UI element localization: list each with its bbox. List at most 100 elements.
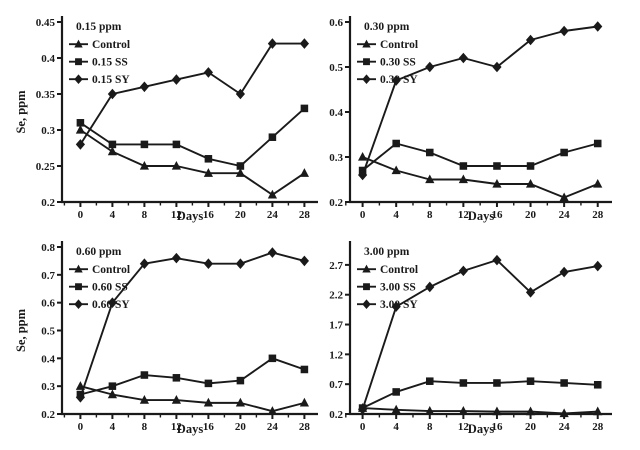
y-tick-label: 0.4 bbox=[329, 107, 343, 119]
y-tick-label: 0.2 bbox=[41, 197, 55, 209]
square-marker bbox=[426, 148, 434, 157]
triangle-marker bbox=[458, 405, 468, 415]
square-marker bbox=[560, 148, 568, 157]
triangle-marker bbox=[171, 395, 181, 404]
y-tick-label: 0.5 bbox=[41, 326, 55, 338]
diamond-marker bbox=[267, 247, 277, 258]
square-marker bbox=[593, 139, 602, 148]
square-marker bbox=[268, 133, 277, 141]
diamond-marker bbox=[299, 255, 309, 267]
diamond-marker bbox=[75, 139, 85, 150]
triangle-marker bbox=[235, 168, 245, 177]
legend-title: 3.00 ppm bbox=[364, 246, 410, 258]
triangle-marker bbox=[107, 146, 117, 156]
y-tick-label: 0.3 bbox=[41, 125, 55, 137]
triangle-marker bbox=[492, 178, 502, 188]
legend-label: 3.00 SY bbox=[380, 299, 418, 311]
x-tick-label: 4 bbox=[110, 421, 116, 433]
legend-label: 0.30 SS bbox=[380, 57, 416, 69]
panel-0.30-ppm: 0.2 0.3 0.4 0.5 0.6 0 4 8 12 16 20 24 28 Days 0.30 ppm… bbox=[320, 0, 640, 225]
legend-triangle-marker bbox=[74, 264, 83, 273]
triangle-marker bbox=[107, 389, 117, 399]
chart-0.15-ppm: 0.2 0.25 0.3 0.35 0.4 0.45 0 4 8 12 16 20 24 28 Days Se… bbox=[14, 16, 318, 223]
y-tick-label: 0.25 bbox=[36, 161, 56, 173]
diamond-marker bbox=[203, 67, 213, 78]
x-tick-label: 8 bbox=[142, 421, 148, 433]
x-axis: 0 4 8 12 16 20 24 28 bbox=[63, 202, 310, 221]
legend-square-marker bbox=[75, 58, 82, 66]
y-axis: 0.2 0.3 0.4 0.5 0.6 bbox=[329, 17, 350, 209]
diamond-marker bbox=[171, 252, 181, 264]
x-tick-label: 16 bbox=[203, 209, 215, 221]
square-marker bbox=[172, 374, 181, 382]
triangle-marker bbox=[357, 151, 368, 161]
diamond-marker bbox=[235, 258, 245, 269]
x-tick-label: 20 bbox=[525, 421, 537, 433]
diamond-marker bbox=[139, 81, 149, 93]
diamond-marker bbox=[559, 266, 569, 278]
series-control bbox=[357, 151, 603, 202]
x-axis-title: Days bbox=[468, 209, 495, 223]
triangle-marker bbox=[139, 395, 149, 404]
legend-label: Control bbox=[92, 39, 130, 51]
legend: 0.60 ppm Control 0.60 SS 0.60 SY bbox=[69, 246, 130, 311]
x-tick-label: 4 bbox=[110, 209, 116, 221]
y-tick-label: 0.2 bbox=[329, 409, 343, 421]
triangle-marker bbox=[171, 160, 181, 170]
square-marker bbox=[459, 379, 468, 387]
x-tick-label: 0 bbox=[78, 209, 84, 221]
legend-label: Control bbox=[380, 264, 418, 276]
y-axis: 0.2 0.25 0.3 0.35 0.4 0.45 bbox=[36, 17, 62, 209]
x-tick-label: 12 bbox=[171, 209, 183, 221]
x-axis-title: Days bbox=[177, 422, 204, 436]
y-tick-label: 2.2 bbox=[329, 290, 343, 302]
x-axis-title: Days bbox=[468, 422, 495, 436]
square-marker bbox=[526, 162, 535, 170]
square-marker bbox=[560, 379, 568, 387]
legend-label: 0.60 SS bbox=[92, 282, 128, 294]
triangle-marker bbox=[492, 406, 502, 416]
diamond-marker bbox=[425, 61, 435, 73]
y-tick-label: 0.35 bbox=[36, 89, 56, 101]
square-marker bbox=[459, 162, 468, 170]
diamond-marker bbox=[593, 260, 603, 272]
x-axis-title: Days bbox=[177, 209, 204, 223]
diamond-marker bbox=[492, 61, 502, 73]
square-marker bbox=[593, 381, 602, 389]
legend-diamond-marker bbox=[74, 299, 83, 310]
x-tick-label: 16 bbox=[491, 421, 503, 433]
x-axis: 0 4 8 12 16 20 24 28 bbox=[63, 414, 310, 433]
series-line bbox=[79, 129, 306, 196]
square-marker bbox=[76, 119, 85, 127]
series-0-15-sy bbox=[75, 38, 309, 150]
diamond-marker bbox=[107, 88, 117, 100]
triangle-marker bbox=[593, 406, 603, 416]
y-tick-label: 0.8 bbox=[41, 242, 55, 254]
x-axis: 0 4 8 12 16 20 24 28 bbox=[345, 414, 604, 433]
series-line bbox=[361, 380, 599, 409]
panel-0.60-ppm: 0.2 0.3 0.4 0.5 0.6 0.7 0.8 0 4 8 12 16 20 24 28 Days Se… bbox=[0, 225, 320, 450]
triangle-marker bbox=[425, 405, 435, 415]
triangle-marker bbox=[458, 174, 468, 184]
triangle-marker bbox=[559, 408, 569, 418]
x-tick-label: 4 bbox=[393, 421, 399, 433]
x-tick-label: 8 bbox=[142, 209, 148, 221]
legend-triangle-marker bbox=[362, 264, 371, 273]
x-tick-label: 20 bbox=[525, 209, 537, 221]
legend-label: 0.30 SY bbox=[380, 74, 418, 86]
chart-3.00-ppm: 0.2 0.7 1.2 1.7 2.2 2.7 0 4 8 12 16 20 24 28 Days 3.00 … bbox=[329, 241, 612, 436]
diamond-marker bbox=[203, 258, 213, 269]
x-tick-label: 0 bbox=[360, 209, 366, 221]
legend: 0.15 ppm Control 0.15 SS 0.15 SY bbox=[69, 21, 130, 86]
triangle-marker bbox=[139, 160, 149, 170]
legend-title: 0.60 ppm bbox=[76, 246, 122, 258]
x-tick-label: 8 bbox=[427, 421, 433, 433]
square-marker bbox=[140, 371, 149, 379]
legend-label: 3.00 SS bbox=[380, 282, 416, 294]
y-axis-title: Se, ppm bbox=[14, 90, 28, 134]
x-tick-label: 8 bbox=[427, 209, 433, 221]
diamond-marker bbox=[107, 297, 117, 308]
series-line bbox=[79, 385, 306, 413]
legend-title: 0.15 ppm bbox=[76, 21, 122, 33]
square-marker bbox=[426, 377, 434, 385]
